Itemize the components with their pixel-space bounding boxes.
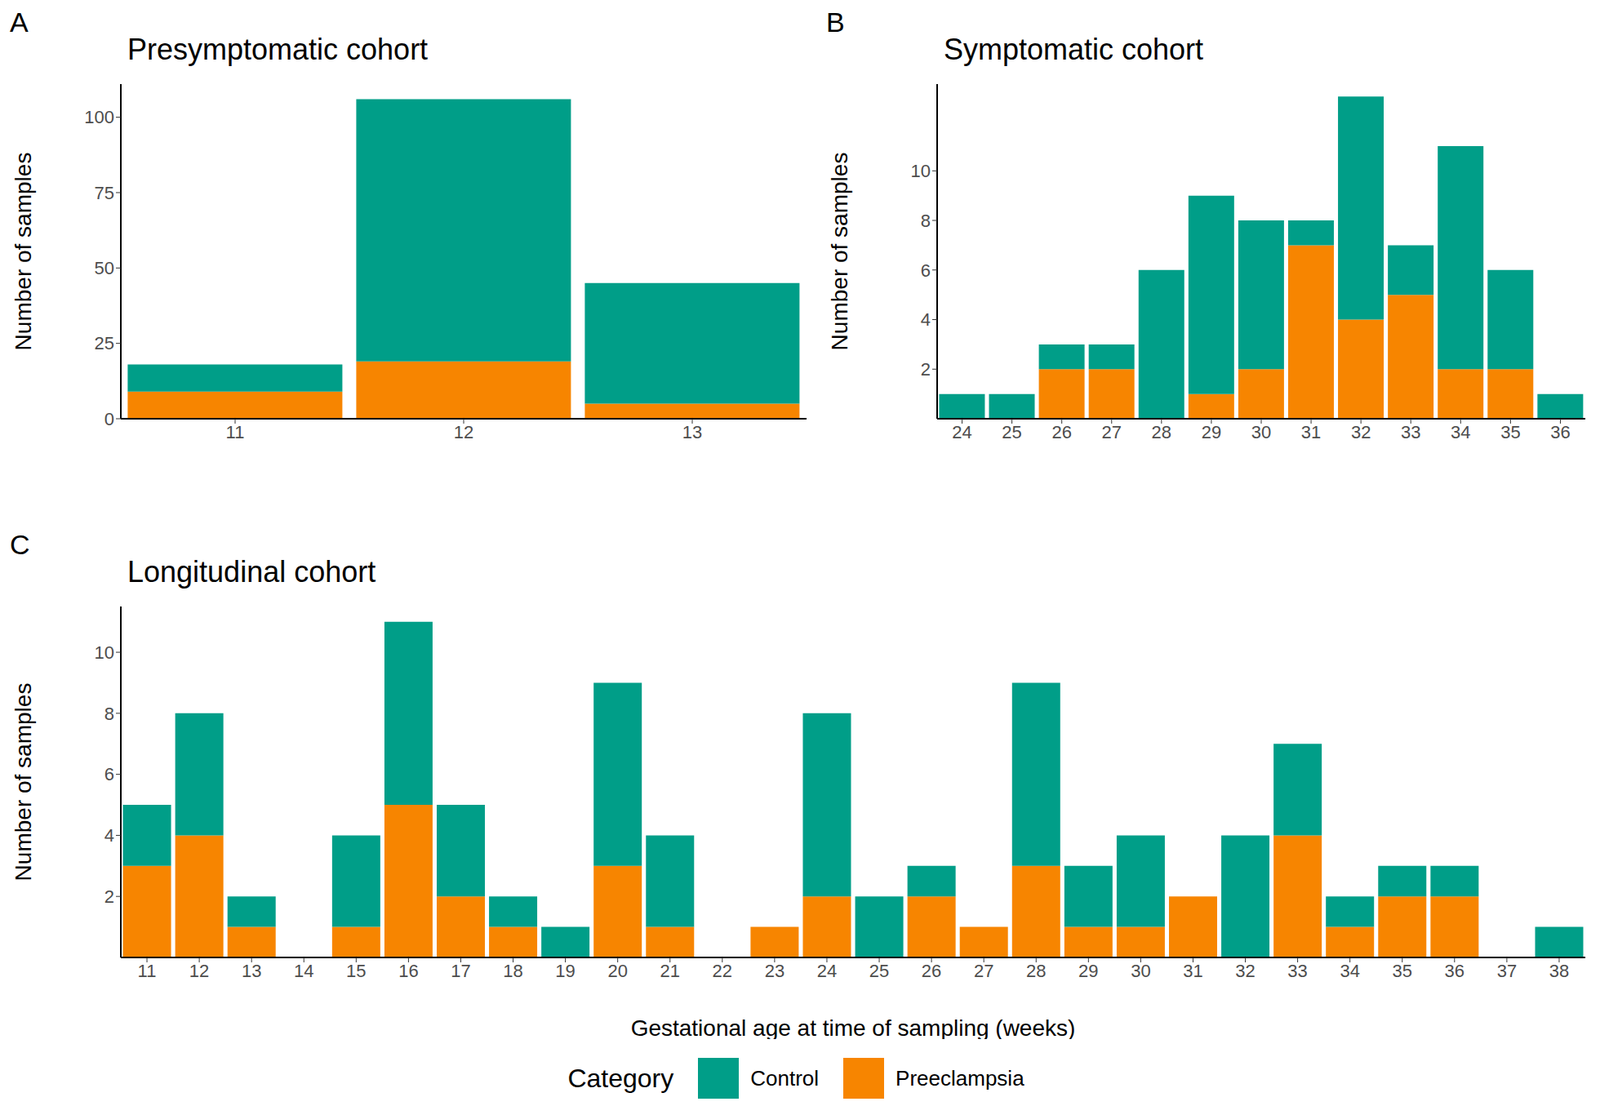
svg-text:50: 50 xyxy=(94,257,115,279)
svg-text:34: 34 xyxy=(1339,960,1360,982)
svg-text:37: 37 xyxy=(1497,960,1517,982)
html-text:Symptomatic cohort: Symptomatic cohort xyxy=(943,32,1204,67)
svg-text:31: 31 xyxy=(1301,422,1321,443)
svg-text:36: 36 xyxy=(1550,422,1570,443)
svg-text:38: 38 xyxy=(1549,960,1569,982)
svg-text:Number of samples: Number of samples xyxy=(826,152,853,352)
svg-text:18: 18 xyxy=(502,960,523,982)
svg-text:26: 26 xyxy=(1051,422,1072,443)
svg-text:35: 35 xyxy=(1500,422,1520,443)
svg-text:17: 17 xyxy=(450,960,471,982)
svg-text:26: 26 xyxy=(921,960,942,982)
svg-text:0: 0 xyxy=(104,408,115,430)
html-text:A: A xyxy=(9,6,29,38)
svg-text:27: 27 xyxy=(1102,422,1122,443)
svg-text:13: 13 xyxy=(241,960,262,982)
svg-text:Number of samples: Number of samples xyxy=(10,152,36,352)
svg-text:14: 14 xyxy=(293,960,314,982)
svg-text:19: 19 xyxy=(555,960,575,982)
svg-text:35: 35 xyxy=(1392,960,1413,982)
svg-text:36: 36 xyxy=(1444,960,1465,982)
svg-text:25: 25 xyxy=(94,333,115,354)
svg-text:75: 75 xyxy=(94,182,115,204)
html-text:Presymptomatic cohort: Presymptomatic cohort xyxy=(127,32,428,67)
svg-text:2: 2 xyxy=(104,886,115,907)
svg-text:6: 6 xyxy=(920,260,931,281)
svg-text:33: 33 xyxy=(1400,422,1421,443)
html-text:Preeclampsia: Preeclampsia xyxy=(895,1065,1025,1091)
html-text:B: B xyxy=(826,6,845,38)
svg-text:32: 32 xyxy=(1235,960,1255,982)
svg-text:10: 10 xyxy=(911,160,931,182)
svg-text:28: 28 xyxy=(1026,960,1046,982)
svg-text:21: 21 xyxy=(660,960,680,982)
svg-text:34: 34 xyxy=(1450,422,1471,443)
svg-text:10: 10 xyxy=(94,642,115,663)
svg-text:2: 2 xyxy=(920,359,931,380)
svg-text:11: 11 xyxy=(137,960,157,982)
html-text:C: C xyxy=(9,528,30,560)
svg-text:28: 28 xyxy=(1151,422,1172,443)
html-text:Longitudinal cohort: Longitudinal cohort xyxy=(127,555,376,589)
svg-text:33: 33 xyxy=(1287,960,1307,982)
html-text:Control: Control xyxy=(750,1065,819,1091)
svg-text:30: 30 xyxy=(1251,422,1272,443)
svg-text:4: 4 xyxy=(920,309,931,330)
svg-text:8: 8 xyxy=(104,703,115,725)
svg-text:8: 8 xyxy=(920,210,931,232)
svg-text:20: 20 xyxy=(607,960,627,982)
svg-text:Number of samples: Number of samples xyxy=(10,683,36,882)
svg-text:23: 23 xyxy=(764,960,785,982)
svg-text:6: 6 xyxy=(104,764,115,785)
html-text:Category: Category xyxy=(567,1063,674,1093)
svg-text:24: 24 xyxy=(817,960,837,982)
svg-text:32: 32 xyxy=(1351,422,1371,443)
svg-text:25: 25 xyxy=(869,960,889,982)
svg-text:22: 22 xyxy=(712,960,733,982)
svg-text:12: 12 xyxy=(453,422,474,443)
svg-text:16: 16 xyxy=(398,960,418,982)
svg-text:15: 15 xyxy=(346,960,366,982)
svg-text:13: 13 xyxy=(682,422,703,443)
svg-text:29: 29 xyxy=(1078,960,1098,982)
svg-text:11: 11 xyxy=(226,422,245,443)
svg-text:30: 30 xyxy=(1130,960,1151,982)
svg-text:29: 29 xyxy=(1201,422,1222,443)
svg-text:25: 25 xyxy=(1001,422,1022,443)
svg-text:24: 24 xyxy=(951,422,972,443)
svg-text:100: 100 xyxy=(84,106,115,128)
svg-text:4: 4 xyxy=(104,825,115,846)
svg-text:12: 12 xyxy=(189,960,209,982)
svg-text:Gestational age at time of sam: Gestational age at time of sampling (wee… xyxy=(631,1015,1076,1040)
svg-text:31: 31 xyxy=(1182,960,1203,982)
svg-text:27: 27 xyxy=(973,960,994,982)
